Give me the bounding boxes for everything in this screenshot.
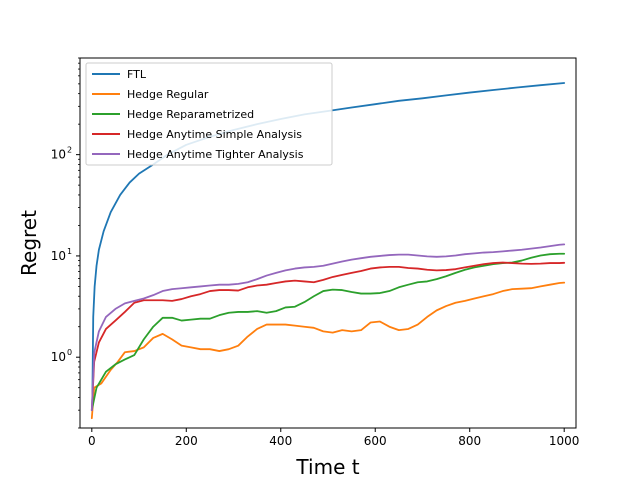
legend: FTL Hedge Regular Hedge Reparametrized Hedg… [85, 62, 333, 166]
x-axis-title: Time t [295, 455, 359, 479]
series-line-4 [90, 261, 566, 412]
y-tick-exponent: 0 [67, 348, 72, 357]
x-tick-label: 600 [364, 434, 387, 448]
x-tick-label: 800 [458, 434, 481, 448]
legend-box [85, 62, 333, 166]
y-tick-exponent: 1 [67, 247, 72, 256]
x-tick-label: 0 [88, 434, 96, 448]
x-axis-ticks: 0 200 400 600 800 1000 [88, 428, 579, 448]
y-tick-label: 10 [51, 148, 66, 162]
x-tick-label: 400 [269, 434, 292, 448]
y-axis-title: Regret [17, 210, 41, 276]
y-tick-exponent: 2 [67, 146, 72, 155]
plot-frame [79, 57, 577, 429]
legend-label: Hedge Anytime Tighter Analysis [127, 148, 304, 161]
x-tick-label: 1000 [549, 434, 580, 448]
legend-label: FTL [127, 68, 147, 81]
series-line-3 [90, 252, 566, 412]
legend-label: Hedge Anytime Simple Analysis [127, 128, 302, 141]
y-tick-label: 10 [51, 249, 66, 263]
legend-label: Hedge Reparametrized [127, 108, 254, 121]
series-line-2 [90, 281, 566, 420]
y-tick-label: 10 [51, 350, 66, 364]
legend-label: Hedge Regular [127, 88, 209, 101]
series-line-5 [90, 243, 566, 412]
x-tick-label: 200 [175, 434, 198, 448]
